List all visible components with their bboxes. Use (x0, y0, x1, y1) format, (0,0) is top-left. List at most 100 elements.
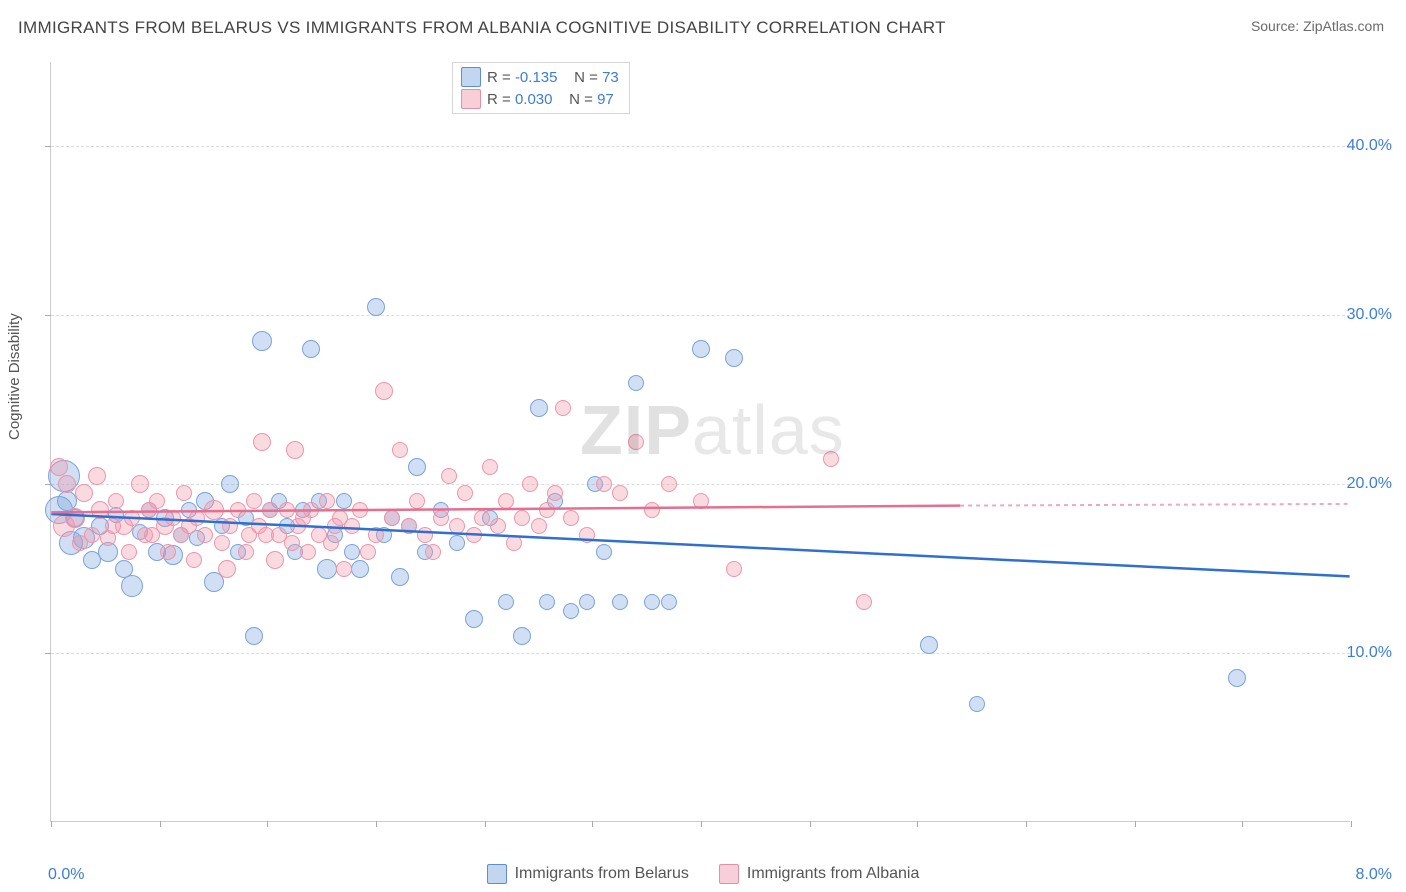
chart-container: IMMIGRANTS FROM BELARUS VS IMMIGRANTS FR… (0, 0, 1406, 892)
x-tick (267, 821, 268, 827)
series-legend: Immigrants from Belarus Immigrants from … (0, 864, 1406, 884)
scatter-point-albania (417, 527, 433, 543)
scatter-point-albania (498, 493, 514, 509)
x-tick-label-min: 0.0% (48, 866, 84, 884)
scatter-point-albania (131, 475, 149, 493)
chart-title: IMMIGRANTS FROM BELARUS VS IMMIGRANTS FR… (18, 18, 946, 38)
scatter-point-albania (823, 451, 839, 467)
scatter-point-belarus (408, 458, 426, 476)
scatter-point-belarus (539, 594, 555, 610)
scatter-point-belarus (612, 594, 628, 610)
gridline (51, 315, 1350, 316)
scatter-point-belarus (596, 544, 612, 560)
scatter-point-albania (555, 400, 571, 416)
legend-item-albania: Immigrants from Albania (719, 864, 920, 884)
swatch-albania-icon (461, 89, 481, 109)
scatter-point-albania (266, 551, 284, 569)
x-tick (701, 821, 702, 827)
scatter-point-albania (514, 510, 530, 526)
y-tick-label: 20.0% (1347, 475, 1392, 493)
r-value-belarus: -0.135 (515, 69, 558, 86)
scatter-point-albania (323, 535, 339, 551)
scatter-point-albania (547, 485, 563, 501)
scatter-point-belarus (245, 627, 263, 645)
scatter-point-belarus (513, 627, 531, 645)
scatter-point-albania (612, 485, 628, 501)
y-tick (45, 653, 51, 654)
scatter-point-albania (433, 510, 449, 526)
n-label: N = (574, 69, 602, 86)
scatter-point-albania (344, 518, 360, 534)
scatter-point-belarus (692, 340, 710, 358)
scatter-point-albania (352, 502, 368, 518)
scatter-point-albania (457, 485, 473, 501)
r-label: R = (487, 91, 515, 108)
stat-row-belarus: R = -0.135 N = 73 (461, 67, 619, 87)
x-tick (376, 821, 377, 827)
scatter-point-belarus (391, 568, 409, 586)
scatter-point-albania (368, 527, 384, 543)
scatter-point-albania (75, 484, 93, 502)
stat-row-albania: R = 0.030 N = 97 (461, 89, 619, 109)
x-tick (160, 821, 161, 827)
scatter-point-albania (522, 476, 538, 492)
legend-label-belarus: Immigrants from Belarus (515, 865, 689, 883)
scatter-point-albania (303, 502, 319, 518)
gridline (51, 484, 1350, 485)
legend-item-belarus: Immigrants from Belarus (487, 864, 689, 884)
scatter-point-albania (319, 493, 335, 509)
scatter-point-albania (91, 501, 109, 519)
scatter-point-albania (284, 535, 300, 551)
scatter-point-belarus (725, 349, 743, 367)
scatter-point-albania (286, 441, 304, 459)
n-label: N = (569, 91, 597, 108)
scatter-point-albania (149, 493, 165, 509)
y-tick (45, 146, 51, 147)
scatter-point-albania (360, 544, 376, 560)
swatch-belarus-icon (487, 864, 507, 884)
scatter-point-belarus (498, 594, 514, 610)
x-tick (485, 821, 486, 827)
scatter-point-belarus (317, 559, 337, 579)
scatter-point-belarus (661, 594, 677, 610)
scatter-point-albania (197, 527, 213, 543)
scatter-point-albania (186, 552, 202, 568)
scatter-point-albania (661, 476, 677, 492)
scatter-point-albania (482, 459, 498, 475)
scatter-point-albania (490, 518, 506, 534)
scatter-point-albania (88, 467, 106, 485)
scatter-point-albania (189, 510, 205, 526)
scatter-point-albania (300, 544, 316, 560)
y-axis-label: Cognitive Disability (6, 313, 23, 440)
scatter-point-albania (50, 458, 68, 476)
gridline (51, 653, 1350, 654)
plot-area (50, 62, 1350, 822)
stat-text-albania: R = 0.030 N = 97 (487, 91, 614, 108)
scatter-point-albania (176, 485, 192, 501)
scatter-point-albania (214, 535, 230, 551)
scatter-point-albania (165, 510, 181, 526)
scatter-point-belarus (367, 298, 385, 316)
scatter-point-albania (384, 510, 400, 526)
x-tick (1351, 821, 1352, 827)
gridline (51, 146, 1350, 147)
stat-text-belarus: R = -0.135 N = 73 (487, 69, 619, 86)
y-tick-label: 10.0% (1347, 644, 1392, 662)
scatter-point-belarus (336, 493, 352, 509)
trend-line-dashed-albania (960, 504, 1349, 506)
scatter-point-albania (563, 510, 579, 526)
scatter-point-albania (279, 502, 295, 518)
scatter-point-albania (230, 502, 246, 518)
scatter-point-albania (693, 493, 709, 509)
scatter-point-belarus (221, 475, 239, 493)
scatter-point-albania (253, 433, 271, 451)
x-tick (51, 821, 52, 827)
scatter-point-albania (375, 382, 393, 400)
scatter-point-belarus (644, 594, 660, 610)
scatter-point-belarus (579, 594, 595, 610)
scatter-point-belarus (563, 603, 579, 619)
r-value-albania: 0.030 (515, 91, 553, 108)
scatter-point-albania (579, 527, 595, 543)
scatter-point-albania (238, 544, 254, 560)
scatter-point-albania (108, 493, 124, 509)
